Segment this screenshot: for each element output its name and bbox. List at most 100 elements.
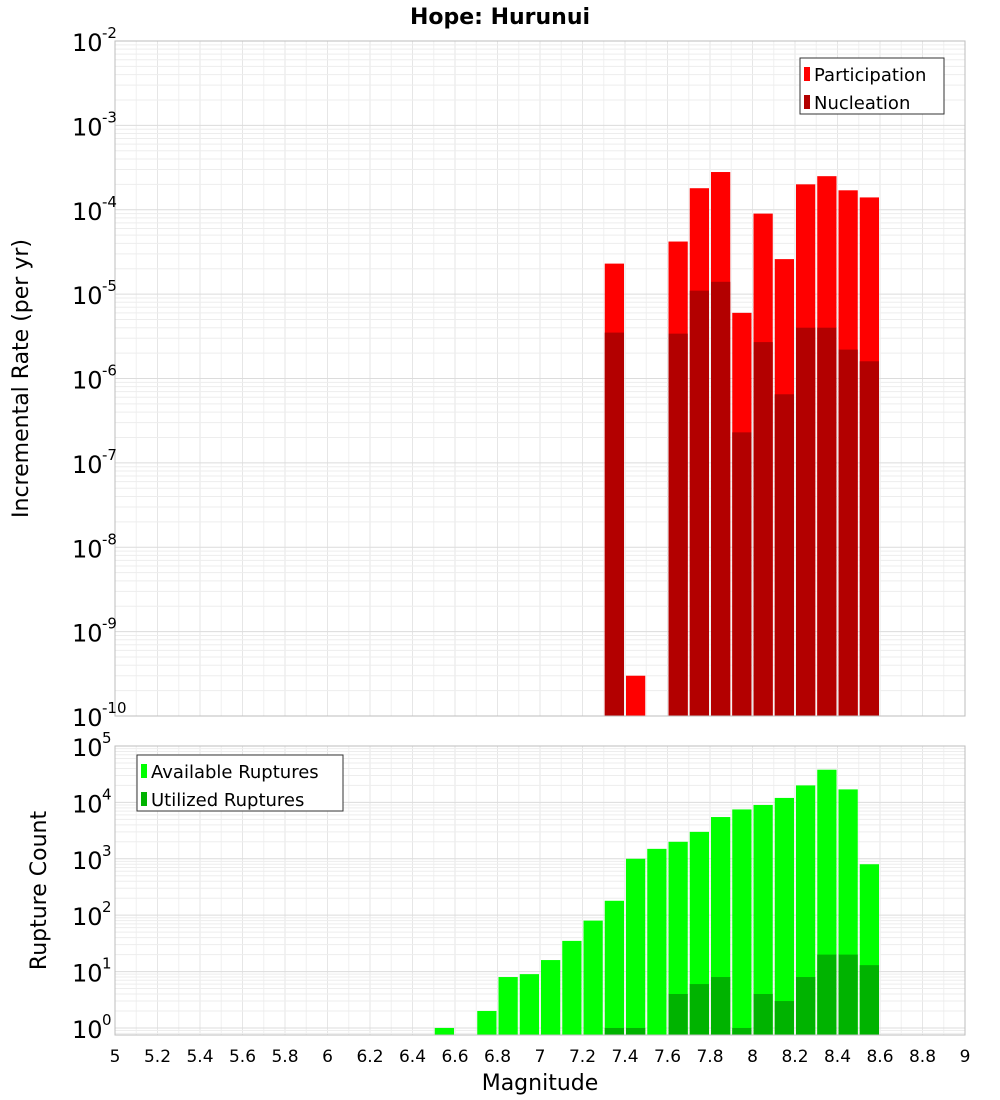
bar — [541, 960, 561, 1035]
y-tick-label: 10 -5 — [72, 277, 117, 310]
bar — [774, 797, 794, 1035]
x-tick-label: 6.4 — [399, 1047, 426, 1067]
y-tick-label: 10 -8 — [72, 530, 117, 563]
y-axis-title: Incremental Rate (per yr) — [9, 239, 34, 518]
bar — [668, 333, 688, 716]
bar — [626, 1027, 646, 1035]
bar — [796, 327, 816, 716]
y-tick-label: 10 4 — [72, 785, 112, 818]
x-tick-label: 7.8 — [696, 1047, 723, 1067]
chart-title: Hope: Hurunui — [410, 5, 590, 30]
legend-box — [799, 57, 945, 115]
bar — [796, 977, 816, 1035]
bar — [817, 954, 837, 1035]
y-tick-exponent: -6 — [102, 362, 117, 380]
y-tick-base: 10 — [72, 535, 103, 563]
x-tick-label: 5.8 — [271, 1047, 298, 1067]
y-tick-base: 10 — [72, 960, 103, 988]
legend-label: Available Ruptures — [151, 762, 319, 783]
bar — [626, 675, 646, 716]
bar — [604, 1027, 624, 1035]
x-tick-label: 8.4 — [824, 1047, 851, 1067]
y-tick-base: 10 — [72, 198, 103, 226]
y-tick-label: 10 -9 — [72, 615, 117, 648]
x-tick-label: 8.6 — [866, 1047, 893, 1067]
x-tick-label: 5.6 — [229, 1047, 256, 1067]
y-tick-label: 10 2 — [72, 898, 112, 931]
y-tick-base: 10 — [72, 113, 103, 141]
y-tick-label: 10 0 — [72, 1011, 112, 1044]
y-tick-base: 10 — [72, 367, 103, 395]
legend-swatch — [804, 67, 810, 81]
x-tick-label: 6 — [322, 1047, 333, 1067]
x-axis-title: Magnitude — [482, 1071, 599, 1096]
x-tick-label: 5.2 — [144, 1047, 171, 1067]
x-tick-label: 7.4 — [611, 1047, 638, 1067]
x-tick-label: 6.2 — [356, 1047, 383, 1067]
bar — [732, 809, 752, 1035]
bar — [434, 1027, 454, 1035]
y-tick-base: 10 — [72, 790, 103, 818]
bar — [689, 290, 709, 716]
legend: Available Ruptures Utilized Ruptures — [136, 754, 344, 812]
y-tick-label: 10 -7 — [72, 446, 117, 479]
bar — [753, 804, 773, 1035]
bar — [519, 974, 539, 1035]
y-tick-exponent: -7 — [102, 446, 117, 464]
y-tick-exponent: -10 — [102, 699, 127, 717]
plot-frame — [114, 745, 966, 1036]
bar — [668, 841, 688, 1035]
legend-swatch — [804, 95, 810, 109]
y-tick-exponent: -2 — [102, 24, 117, 42]
y-tick-base: 10 — [72, 451, 103, 479]
y-tick-exponent: -4 — [102, 193, 117, 211]
bar — [796, 785, 816, 1035]
bar — [859, 361, 879, 716]
bar — [583, 920, 603, 1035]
bar — [774, 1001, 794, 1035]
y-tick-base: 10 — [72, 282, 103, 310]
x-tick-label: 8.2 — [781, 1047, 808, 1067]
y-tick-base: 10 — [72, 734, 103, 762]
y-tick-exponent: 4 — [102, 785, 112, 803]
bar — [732, 432, 752, 716]
x-tick-label: 6.6 — [441, 1047, 468, 1067]
legend-swatch — [141, 764, 147, 778]
y-tick-exponent: 5 — [102, 729, 112, 747]
y-tick-base: 10 — [72, 620, 103, 648]
bar — [604, 900, 624, 1035]
y-tick-base: 10 — [72, 903, 103, 931]
series-utilized-ruptures — [604, 954, 879, 1035]
y-tick-exponent: 1 — [102, 955, 112, 973]
y-tick-base: 10 — [72, 704, 103, 732]
bar — [689, 984, 709, 1035]
y-tick-label: 10 3 — [72, 842, 112, 875]
x-tick-label: 7 — [535, 1047, 546, 1067]
y-tick-exponent: 3 — [102, 842, 112, 860]
bar — [774, 394, 794, 716]
bar — [477, 1010, 497, 1035]
x-tick-label: 5 — [110, 1047, 121, 1067]
legend-box — [136, 754, 344, 812]
y-tick-label: 10 5 — [72, 729, 112, 762]
x-tick-label: 5.4 — [186, 1047, 213, 1067]
bar — [859, 965, 879, 1035]
x-tick-label: 6.8 — [484, 1047, 511, 1067]
legend: Participation Nucleation — [799, 57, 945, 115]
y-tick-exponent: 2 — [102, 898, 112, 916]
x-tick-label: 8.8 — [909, 1047, 936, 1067]
bar — [817, 327, 837, 716]
bar — [711, 977, 731, 1035]
y-tick-label: 10 -10 — [72, 699, 127, 732]
y-tick-exponent: -8 — [102, 530, 117, 548]
x-tick-label: 9 — [960, 1047, 971, 1067]
y-tick-label: 10 -2 — [72, 24, 117, 57]
bar — [838, 954, 858, 1035]
x-tick-label: 7.6 — [654, 1047, 681, 1067]
y-tick-label: 10 -3 — [72, 108, 117, 141]
bar — [732, 1027, 752, 1035]
bar — [753, 994, 773, 1035]
y-tick-exponent: -5 — [102, 277, 117, 295]
